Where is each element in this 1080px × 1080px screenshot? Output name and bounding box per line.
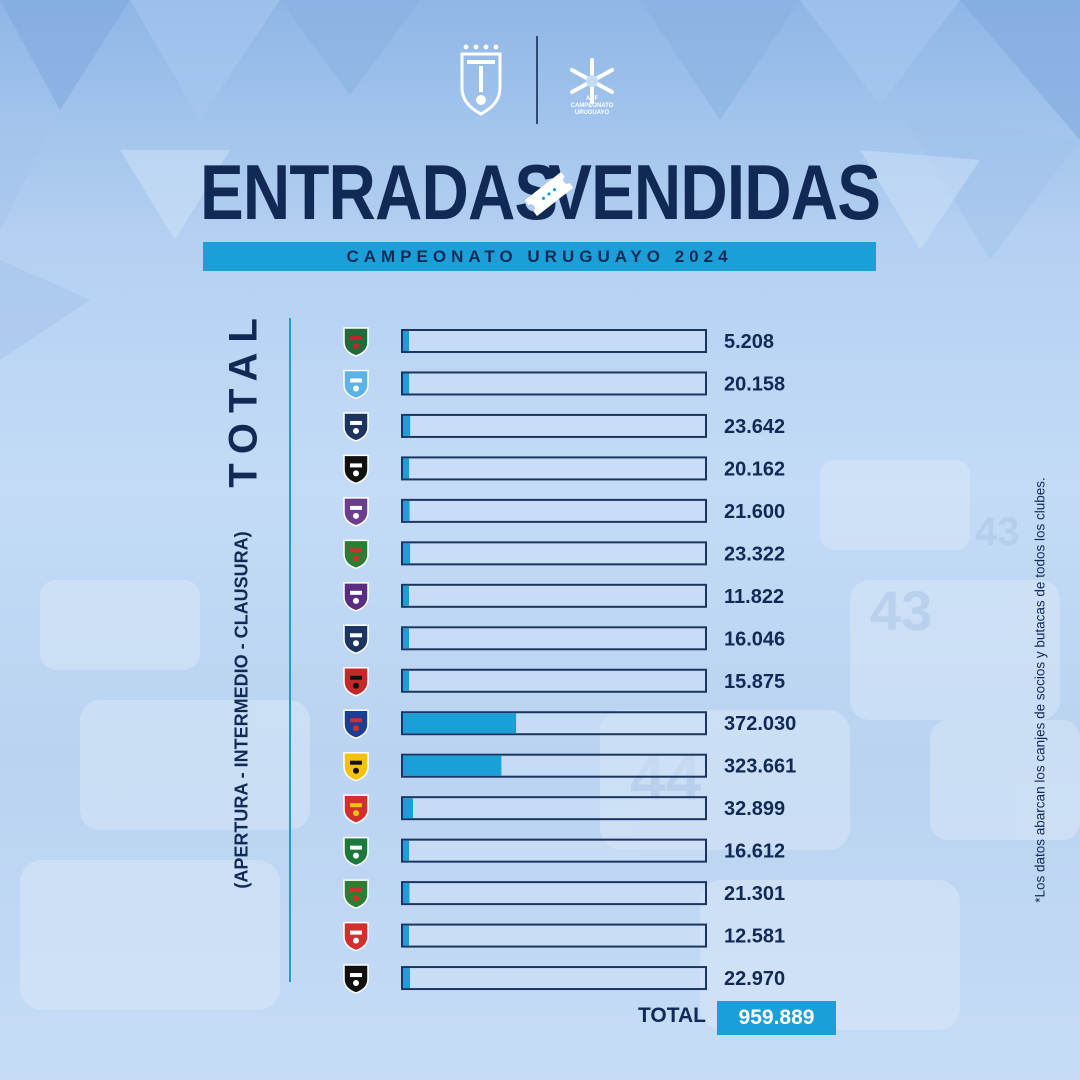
bar [403, 968, 410, 989]
bar [403, 670, 409, 691]
bar-value-label: 5.208 [724, 331, 774, 353]
bar-track [401, 541, 707, 566]
club-crest-icon [343, 964, 369, 994]
bar-track [401, 329, 707, 353]
bar-value-label: 20.158 [724, 373, 785, 395]
club-crest-icon [343, 327, 369, 357]
bar [403, 373, 410, 394]
bar-value-label: 21.600 [724, 501, 785, 523]
club-crest-icon [343, 624, 369, 655]
title-right-word: VENDIDAS [548, 148, 881, 236]
page-title: ENTRADAS VENDIDAS [0, 150, 1080, 234]
bar-track [401, 456, 707, 481]
bar-value-label: 372.030 [724, 713, 796, 735]
bar [403, 628, 409, 649]
bar-track [401, 796, 707, 821]
club-crest-icon [343, 667, 369, 697]
total-value: 959.889 [738, 1006, 815, 1029]
campeonato-uruguayo-logo [570, 58, 614, 104]
bar-track [401, 881, 707, 906]
campeonato-logo-text: AUF CAMPEONATO URUGUAYO [570, 96, 614, 116]
bar-track [401, 626, 707, 651]
club-crest-icon [343, 879, 369, 909]
bar [403, 755, 502, 776]
bar-value-label: 23.322 [724, 543, 785, 565]
club-crest-icon [343, 794, 369, 824]
subtitle: CAMPEONATO URUGUAYO 2024 [346, 246, 733, 266]
bar-track [401, 413, 707, 438]
bar-value-label: 20.162 [724, 458, 785, 480]
total-label: TOTAL [637, 1004, 706, 1027]
bar [403, 415, 411, 436]
bar-value-label: 16.046 [724, 628, 785, 650]
club-crest-icon [343, 836, 369, 867]
club-crest-icon [343, 709, 369, 740]
bar [403, 331, 409, 351]
bar-track [401, 583, 707, 608]
bar-value-label: 32.899 [724, 798, 785, 820]
bar [403, 458, 410, 479]
logo-separator [536, 36, 538, 124]
club-crest-icon [343, 582, 369, 612]
bar [403, 543, 411, 564]
club-crest-icon [343, 412, 369, 442]
vertical-divider [289, 318, 291, 982]
bar-track [401, 966, 707, 991]
bar-value-label: 12.581 [724, 926, 785, 948]
bar-value-label: 16.612 [724, 841, 785, 863]
bar [403, 500, 410, 521]
bar [403, 840, 409, 861]
title-left-word: ENTRADAS [200, 148, 558, 236]
subtitle-band: CAMPEONATO URUGUAYO 2024 [203, 242, 876, 271]
bar [403, 925, 409, 946]
bar-track [401, 923, 707, 948]
club-crest-icon [343, 454, 369, 485]
bar-track [401, 498, 707, 523]
bar [403, 798, 414, 819]
bar-track [401, 668, 707, 693]
bar-value-label: 21.301 [724, 883, 785, 905]
club-crest-icon [343, 369, 369, 400]
bar [403, 713, 517, 734]
ticket-icon [524, 171, 574, 217]
club-crest-icon [343, 921, 369, 952]
club-crest-icon [343, 497, 369, 527]
bar [403, 883, 410, 904]
bar-value-label: 22.970 [724, 968, 785, 990]
club-crest-icon [343, 539, 369, 570]
bar-value-label: 15.875 [724, 671, 785, 693]
club-crest-icon [343, 751, 369, 782]
auf-crest-logo [460, 44, 502, 116]
total-value-box: 959.889 [717, 1001, 836, 1035]
bar-value-label: 323.661 [724, 756, 796, 778]
bar-track [401, 838, 707, 863]
bar-value-label: 11.822 [724, 586, 784, 608]
bar-track [401, 371, 707, 396]
bar [403, 585, 409, 606]
bar-value-label: 23.642 [724, 416, 785, 438]
